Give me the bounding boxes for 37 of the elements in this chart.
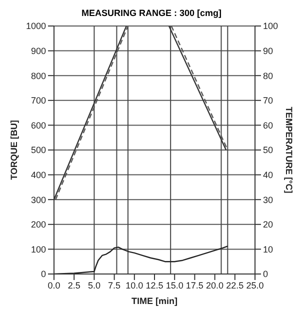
- x-tick-label: 0.0: [48, 280, 60, 290]
- y2-tick-label: 10: [263, 244, 274, 254]
- y2-tick-label: 40: [263, 170, 274, 180]
- y-tick-label: 500: [30, 145, 46, 156]
- chart-title: MEASURING RANGE : 300 [cmg]: [80, 8, 223, 20]
- y-tick-label: 800: [30, 70, 46, 81]
- x-tick-label: 2.5: [68, 280, 80, 290]
- y2-tick-label: 100: [263, 21, 278, 32]
- y-tick-label: 700: [30, 96, 46, 106]
- y2-tick-label: 30: [263, 194, 274, 205]
- y-tick-label: 100: [30, 244, 46, 254]
- y2-tick-label: 20: [263, 220, 274, 230]
- x-tick-label: 20.0: [206, 280, 224, 290]
- x-tick-label: 25.0: [246, 280, 264, 290]
- y-tick-label: 400: [30, 170, 46, 180]
- y-axis-title: TORQUE [BU]: [9, 120, 20, 180]
- x-axis-title: TIME [min]: [132, 296, 178, 306]
- y-tick-label: 600: [30, 120, 46, 130]
- x-tick-label: 12.5: [146, 280, 164, 290]
- y-tick-label: 900: [30, 46, 46, 56]
- x-tick-label: 15.0: [166, 280, 184, 290]
- y-tick-label: 0: [40, 269, 46, 280]
- y2-axis-title: TEMPERATURE [°C]: [284, 106, 294, 194]
- y2-tick-label: 60: [263, 120, 274, 130]
- x-tick-label: 7.5: [108, 280, 121, 290]
- y2-tick-label: 50: [263, 145, 274, 156]
- x-tick-label: 10.0: [126, 280, 144, 290]
- y-tick-label: 300: [30, 194, 46, 205]
- y2-tick-label: 70: [263, 96, 274, 106]
- y-tick-label: 1000: [26, 21, 46, 32]
- x-tick-label: 22.5: [226, 280, 244, 290]
- y2-tick-label: 0: [263, 269, 268, 280]
- x-tick-label: 5.0: [88, 280, 100, 290]
- y2-tick-label: 80: [263, 70, 274, 81]
- y-tick-label: 200: [30, 220, 46, 230]
- y2-tick-label: 90: [263, 46, 274, 56]
- x-tick-label: 17.5: [186, 280, 204, 290]
